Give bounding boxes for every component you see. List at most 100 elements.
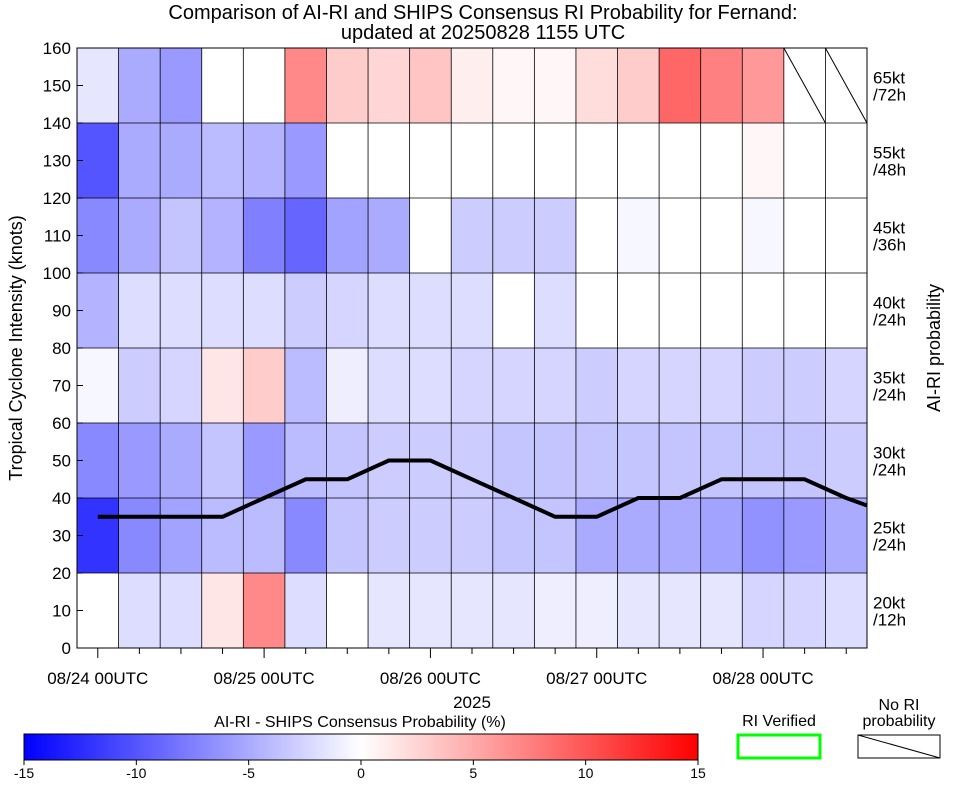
row-label-threshold: 55kt [873,144,905,163]
heatmap-cell [201,348,244,423]
heatmap-cell [659,498,701,573]
row-label-period: /24h [873,461,906,480]
heatmap-cell [700,573,743,648]
colorbar-tick-label: -5 [242,765,255,781]
x-axis-ticks: 08/24 00UTC 08/25 00UTC 08/26 00UTC 08/27 0… [47,648,847,688]
heatmap-cell [77,198,119,273]
heatmap-cell [783,123,826,198]
colorbar-tick-label: 5 [469,765,477,781]
row-label-threshold: 20kt [873,594,905,613]
heatmap-cell [534,348,576,423]
heatmap-cell [201,198,244,273]
ri-verified-label: RI Verified [742,713,816,730]
heatmap-cell [825,348,867,423]
heatmap-cell [575,348,618,423]
heatmap-cell [160,198,202,273]
heatmap-cell [368,48,410,123]
row-label-threshold: 35kt [873,369,905,388]
heatmap-cell [243,123,285,198]
heatmap-cell [617,198,660,273]
heatmap-cell [409,498,452,573]
heatmap-cell [77,423,119,498]
heatmap-cell [700,273,743,348]
heatmap-cell [492,123,535,198]
heatmap-cell [659,48,701,123]
heatmap-cell [492,498,535,573]
heatmap-cell [118,273,161,348]
heatmap-cell [825,198,867,273]
colorbar-label: AI-RI - SHIPS Consensus Probability (%) [214,714,506,731]
heatmap-cell [742,498,784,573]
y-tick-label: 20 [52,564,71,583]
y-tick-label: 10 [52,602,71,621]
colorbar-tick-label: 10 [578,765,594,781]
heatmap-cell [492,273,535,348]
heatmap-cell [825,273,867,348]
row-label-period: /36h [873,236,906,255]
heatmap-cell [284,348,327,423]
heatmap-cell [77,348,119,423]
heatmap-cell [368,573,410,648]
heatmap-cell [492,348,535,423]
y-tick-label: 110 [44,227,71,246]
heatmap-cell [534,423,576,498]
y-tick-label: 50 [52,452,71,471]
heatmap-cell [160,498,202,573]
heatmap-cell [451,498,493,573]
heatmap-cell [409,48,452,123]
heatmap-cell [243,348,285,423]
y-tick-label: 90 [52,302,71,321]
y-tick-label: 0 [62,639,71,658]
heatmap-cell [659,423,701,498]
colorbar-tick-label: 0 [357,765,365,781]
heatmap-cell [243,48,285,123]
heatmap-cell [575,273,618,348]
heatmap-cell [368,123,410,198]
heatmap-cell [284,573,327,648]
heatmap-cell [451,348,493,423]
heatmap-cells [77,47,868,648]
y-tick-label: 30 [52,527,71,546]
heatmap-cell [575,198,618,273]
heatmap-cell [534,198,576,273]
colorbar-ticks: -15 -10 -5 0 5 10 15 [14,760,706,781]
heatmap-cell [326,348,369,423]
y-tick-label: 150 [43,77,71,96]
no-ri-diagonal [824,47,868,124]
heatmap-cell [783,573,826,648]
heatmap-cell [575,423,618,498]
heatmap-cell [492,423,535,498]
heatmap-cell [118,48,161,123]
heatmap-cell [160,423,202,498]
heatmap-cell [659,273,701,348]
heatmap-cell [284,273,327,348]
heatmap-cell [201,273,244,348]
row-threshold-labels: 20kt/12h25kt/24h30kt/24h35kt/24h40kt/24h… [873,69,906,630]
heatmap-cell [534,48,576,123]
heatmap-cell [201,573,244,648]
heatmap-cell [409,573,452,648]
heatmap-cell [451,123,493,198]
heatmap-cell [617,423,660,498]
row-label-period: /72h [873,86,906,105]
heatmap-cell [783,198,826,273]
heatmap-cell [284,48,327,123]
heatmap-cell [201,423,244,498]
heatmap-cell [409,273,452,348]
heatmap-cell [700,198,743,273]
right-axis-label: AI-RI probability [924,284,944,412]
row-label-threshold: 45kt [873,219,905,238]
heatmap-cell [783,273,826,348]
heatmap-cell [118,198,161,273]
heatmap-cell [118,348,161,423]
intensity-line-group [97,458,868,519]
heatmap-cell [659,348,701,423]
row-label-period: /24h [873,311,906,330]
heatmap-cell [534,273,576,348]
heatmap-cell [368,198,410,273]
heatmap-cell [160,123,202,198]
heatmap-cell [284,123,327,198]
no-ri-label-line2: probability [863,713,936,730]
row-label-period: /12h [873,611,906,630]
